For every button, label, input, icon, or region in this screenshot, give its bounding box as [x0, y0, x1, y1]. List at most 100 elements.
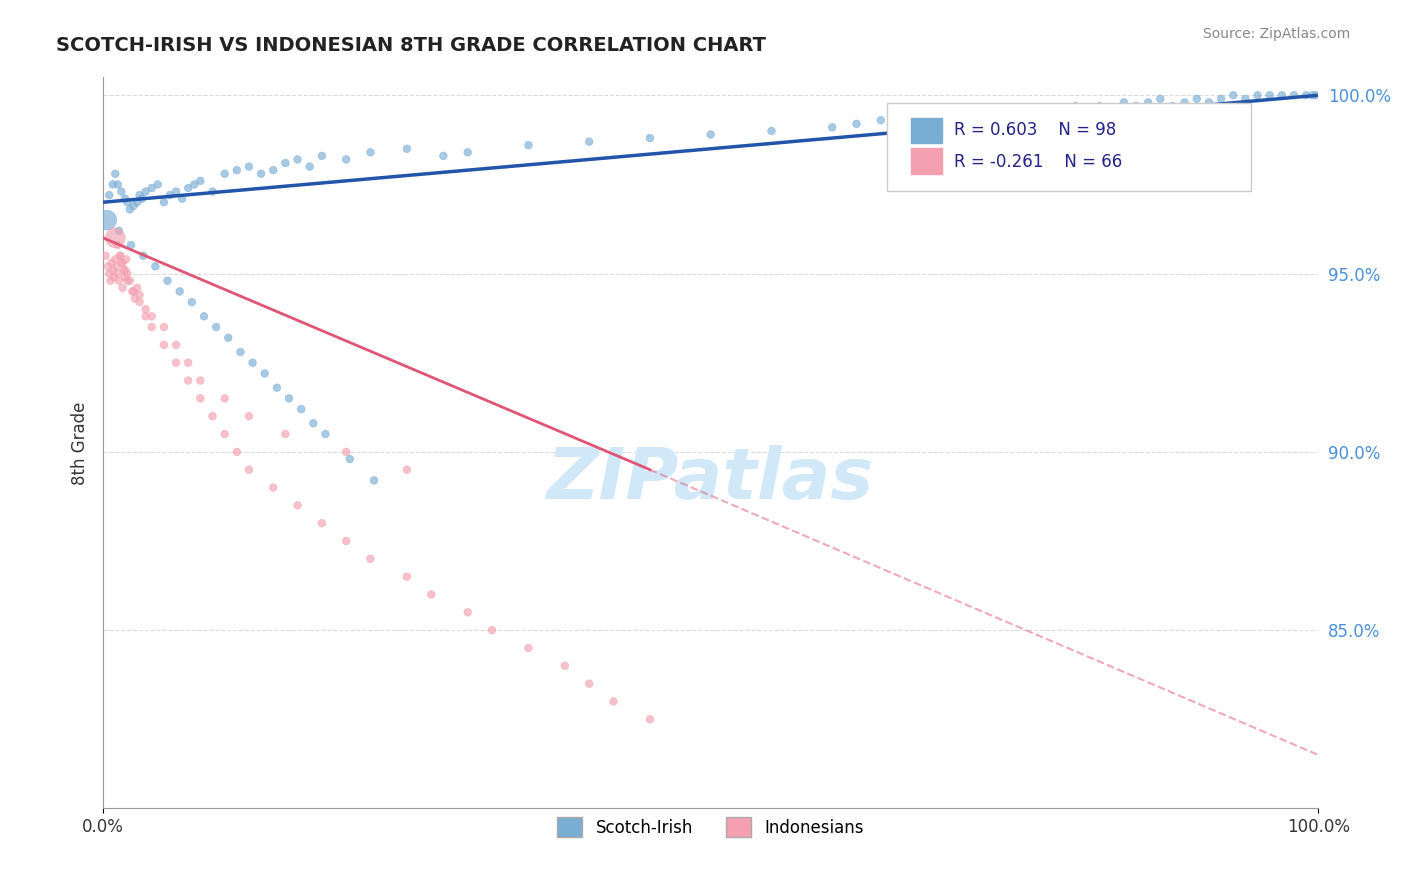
Point	[1039, 103, 1062, 117]
Point	[156, 274, 179, 288]
Point	[96, 213, 118, 227]
Point	[153, 195, 176, 210]
Point	[153, 338, 176, 352]
Point	[214, 167, 236, 181]
Point	[1137, 95, 1160, 110]
Point	[225, 445, 247, 459]
Point	[128, 188, 150, 202]
Point	[1222, 88, 1244, 103]
FancyBboxPatch shape	[887, 103, 1251, 191]
Point	[108, 249, 131, 263]
Point	[128, 288, 150, 302]
Point	[311, 516, 333, 531]
Point	[214, 427, 236, 442]
Point	[110, 256, 132, 270]
Point	[311, 149, 333, 163]
Text: R = 0.603    N = 98: R = 0.603 N = 98	[953, 121, 1116, 139]
Point	[127, 195, 149, 210]
Point	[894, 117, 917, 131]
Point	[183, 178, 205, 192]
Point	[1088, 99, 1111, 113]
Text: Source: ZipAtlas.com: Source: ZipAtlas.com	[1202, 27, 1350, 41]
Point	[98, 188, 121, 202]
Point	[1271, 88, 1294, 103]
Point	[991, 106, 1014, 120]
Point	[104, 167, 127, 181]
Point	[395, 569, 418, 583]
Point	[188, 174, 211, 188]
Point	[112, 263, 135, 277]
Point	[135, 185, 157, 199]
Text: SCOTCH-IRISH VS INDONESIAN 8TH GRADE CORRELATION CHART: SCOTCH-IRISH VS INDONESIAN 8TH GRADE COR…	[56, 36, 766, 54]
Point	[165, 338, 187, 352]
Point	[554, 658, 576, 673]
Point	[101, 178, 124, 192]
Point	[457, 145, 479, 160]
Point	[172, 192, 194, 206]
Point	[287, 153, 309, 167]
Point	[111, 256, 134, 270]
Point	[290, 402, 312, 417]
Point	[238, 160, 260, 174]
Point	[193, 310, 215, 324]
Point	[1015, 110, 1038, 124]
Point	[122, 199, 145, 213]
Point	[363, 474, 385, 488]
Point	[135, 302, 157, 317]
Point	[141, 320, 163, 334]
Point	[165, 185, 187, 199]
Bar	[911, 118, 942, 144]
Point	[121, 285, 143, 299]
Point	[274, 427, 297, 442]
Point	[262, 163, 284, 178]
Point	[821, 120, 844, 135]
Point	[238, 463, 260, 477]
Point	[107, 178, 129, 192]
Point	[278, 392, 301, 406]
Text: R = -0.261    N = 66: R = -0.261 N = 66	[953, 153, 1122, 170]
Point	[146, 178, 169, 192]
Point	[238, 409, 260, 424]
Point	[761, 124, 783, 138]
Point	[110, 185, 132, 199]
Point	[1028, 106, 1050, 120]
Point	[177, 374, 200, 388]
Point	[517, 640, 540, 655]
Point	[108, 274, 131, 288]
Point	[1112, 95, 1135, 110]
Point	[918, 120, 941, 135]
Point	[108, 249, 131, 263]
Point	[420, 587, 443, 601]
Point	[180, 295, 202, 310]
Point	[967, 110, 990, 124]
Point	[315, 427, 337, 442]
Point	[165, 356, 187, 370]
Point	[287, 499, 309, 513]
Point	[1149, 92, 1171, 106]
Point	[135, 310, 157, 324]
Point	[145, 260, 167, 274]
Point	[699, 128, 721, 142]
Point	[117, 267, 139, 281]
Point	[335, 445, 357, 459]
Point	[1076, 103, 1098, 117]
Point	[395, 142, 418, 156]
Point	[188, 392, 211, 406]
Point	[159, 188, 181, 202]
Bar	[911, 148, 942, 174]
Text: ZIPatlas: ZIPatlas	[547, 445, 875, 514]
Point	[107, 267, 129, 281]
Point	[117, 274, 139, 288]
Point	[253, 367, 276, 381]
Point	[201, 409, 224, 424]
Point	[1174, 95, 1197, 110]
Point	[114, 270, 136, 285]
Point	[1282, 88, 1305, 103]
Legend: Scotch-Irish, Indonesians: Scotch-Irish, Indonesians	[551, 810, 870, 844]
Point	[188, 374, 211, 388]
Point	[1101, 106, 1123, 120]
Point	[153, 320, 176, 334]
Point	[201, 185, 224, 199]
Point	[1198, 95, 1220, 110]
Point	[1234, 92, 1257, 106]
